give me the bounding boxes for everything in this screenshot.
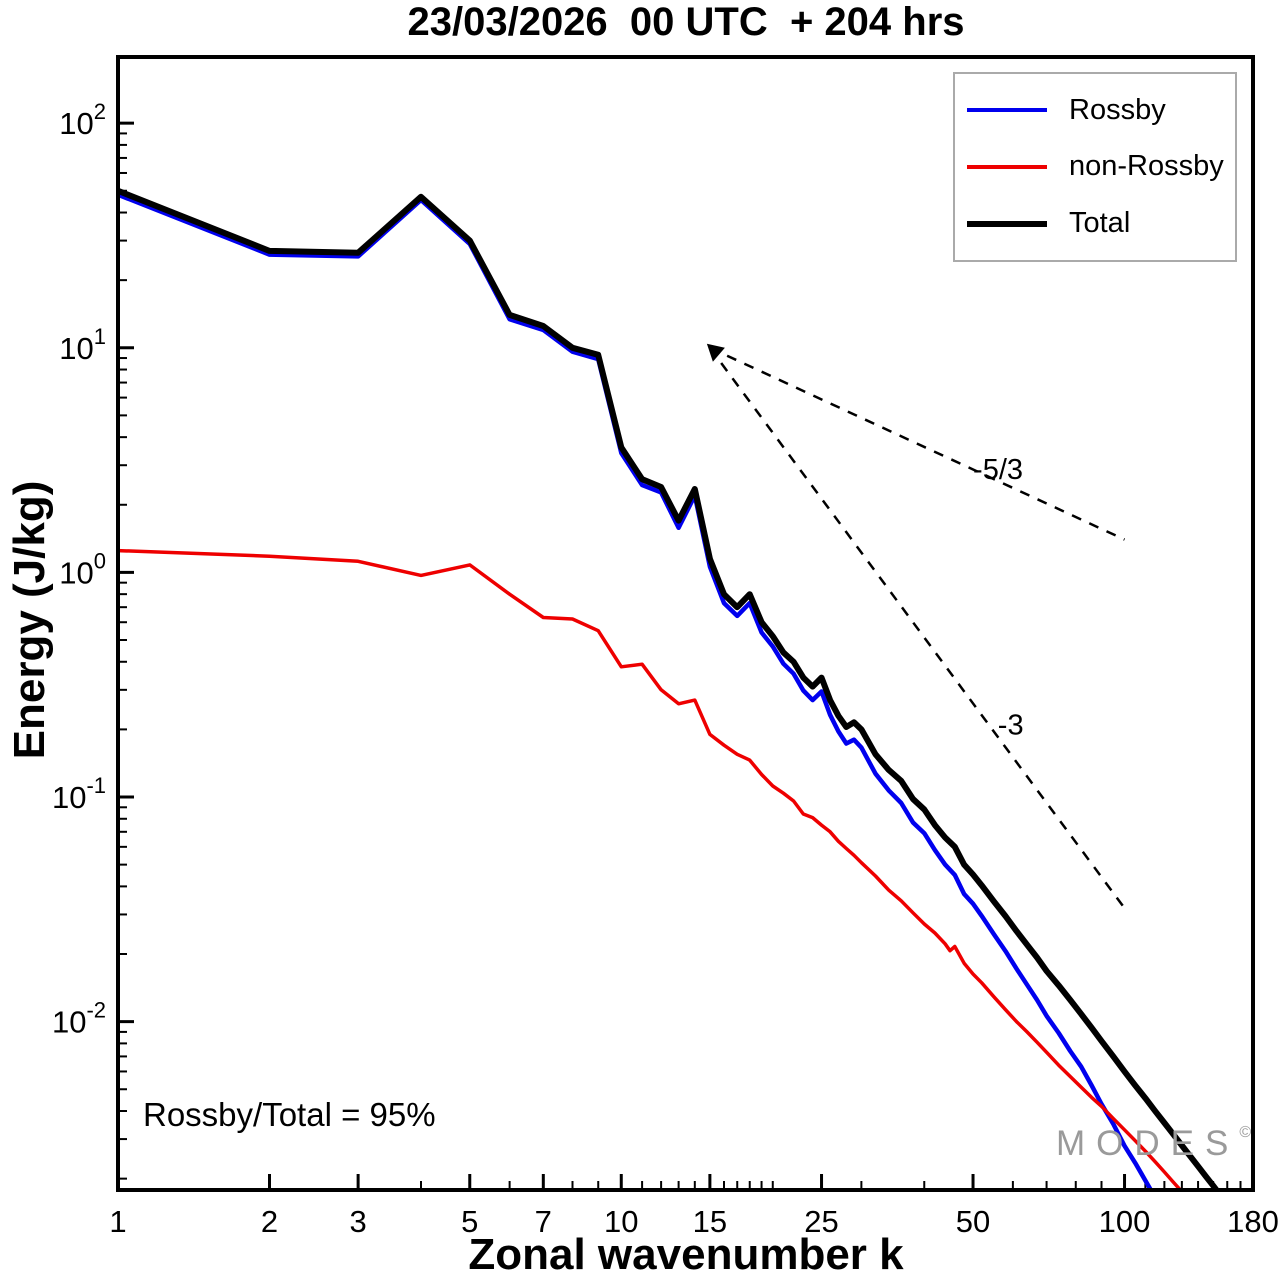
- legend-label-rossby: Rossby: [1069, 93, 1166, 126]
- rossby-total-ratio-annotation: Rossby/Total = 95%: [143, 1096, 436, 1133]
- x-tick-label: 15: [693, 1204, 727, 1239]
- x-tick-label: 25: [804, 1204, 838, 1239]
- x-tick-label: 3: [349, 1204, 366, 1239]
- y-tick-label: 100: [59, 548, 106, 590]
- total-line-sample: [967, 220, 1047, 227]
- non-rossby-line-sample: [967, 164, 1047, 169]
- reference-arrowhead-icon: [706, 343, 725, 362]
- x-tick-label: 50: [956, 1204, 990, 1239]
- x-axis-ticks: 1 2 3 5 7 10 15 25 50 100 180: [109, 1174, 1279, 1239]
- modes-watermark: MODES©: [1056, 1124, 1251, 1164]
- legend-label-non-rossby: non-Rossby: [1069, 150, 1224, 183]
- slope-reference-line-1: [708, 347, 1126, 909]
- slope-label-1: -3: [998, 709, 1024, 741]
- rossby-line-sample: [967, 108, 1047, 113]
- copyright-symbol: ©: [1239, 1124, 1252, 1141]
- legend-label-total: Total: [1069, 207, 1131, 240]
- slope-reference-line-0: [709, 346, 1126, 541]
- y-tick-label: 10-1: [52, 773, 106, 815]
- x-tick-label: 100: [1099, 1204, 1151, 1239]
- y-tick-label: 101: [59, 324, 106, 366]
- total-series-line: [118, 187, 1221, 1190]
- slope-label-0: -5/3: [973, 454, 1023, 486]
- y-tick-label: 102: [59, 99, 106, 141]
- x-tick-label: 2: [261, 1204, 278, 1239]
- plot-title: 23/03/2026 00 UTC + 204 hrs: [407, 0, 965, 44]
- y-axis-title: Energy (J/kg): [5, 480, 54, 760]
- legend: Rossby non-Rossby Total: [953, 72, 1237, 262]
- non-rossby-series-line: [118, 548, 1183, 1190]
- x-tick-label: 10: [604, 1204, 638, 1239]
- x-tick-label: 180: [1227, 1204, 1279, 1239]
- x-tick-label: 1: [109, 1204, 126, 1239]
- x-tick-label: 5: [461, 1204, 478, 1239]
- legend-item-rossby: Rossby: [955, 94, 1235, 127]
- legend-item-total: Total: [955, 207, 1235, 240]
- rossby-series-line: [118, 192, 1154, 1190]
- y-tick-label: 10-2: [52, 998, 106, 1040]
- x-tick-label: 7: [535, 1204, 552, 1239]
- modes-watermark-text: MODES: [1056, 1124, 1240, 1163]
- y-axis-ticks: 102 101 100 10-1 10-2: [52, 99, 134, 1180]
- plot-frame: [116, 55, 1255, 1192]
- legend-item-non-rossby: non-Rossby: [955, 150, 1235, 183]
- x-axis-title: Zonal wavenumber k: [468, 1230, 904, 1279]
